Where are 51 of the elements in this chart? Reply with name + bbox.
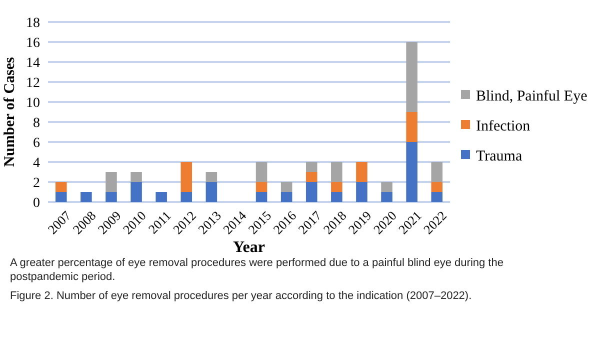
bar <box>431 182 442 192</box>
bar <box>156 192 167 202</box>
bar <box>381 192 392 202</box>
y-tick-label: 10 <box>26 96 40 111</box>
bar <box>306 172 318 182</box>
legend-label: Infection <box>476 118 531 134</box>
y-tick-label: 0 <box>33 196 40 211</box>
bar <box>331 182 342 192</box>
bar <box>56 192 67 202</box>
bar <box>331 162 342 182</box>
bar <box>381 182 392 192</box>
x-axis-title: Year <box>233 239 265 256</box>
y-tick-label: 4 <box>33 156 40 171</box>
bar <box>56 182 67 192</box>
y-axis-title: Number of Cases <box>2 56 18 167</box>
y-tick-label: 2 <box>33 176 40 191</box>
bar <box>256 192 268 202</box>
y-tick-label: 16 <box>26 36 40 51</box>
bar <box>130 182 142 202</box>
bar <box>306 182 318 202</box>
bar <box>106 172 117 192</box>
bar <box>406 112 418 142</box>
bar <box>280 192 292 202</box>
y-tick-label: 8 <box>33 116 40 131</box>
text: A greater percentage of eye removal procedures were performed due to a painful blind eye during the postpandemic period. <box>10 257 504 283</box>
bar <box>356 182 368 202</box>
y-tick-label: 18 <box>26 16 40 31</box>
caption: Figure 2. Number of eye removal procedures per year according to the indication (2007–2022). <box>10 290 472 302</box>
bar <box>406 142 418 202</box>
bar <box>331 192 342 202</box>
bar <box>206 172 218 182</box>
y-tick-label: 14 <box>26 56 40 71</box>
bar <box>180 162 192 192</box>
x-tick-label: 2011 <box>145 208 174 237</box>
legend-label: Blind, Painful Eye <box>476 88 588 104</box>
bar <box>306 162 318 172</box>
bar <box>431 162 442 182</box>
bar <box>406 42 418 112</box>
bar <box>130 172 142 182</box>
y-tick-label: 6 <box>33 136 40 151</box>
bar <box>180 192 192 202</box>
legend-label: Trauma <box>476 148 522 164</box>
bar <box>80 192 92 202</box>
bar <box>280 182 292 192</box>
bar <box>431 192 442 202</box>
bar <box>256 182 268 192</box>
y-tick-label: 12 <box>26 76 40 91</box>
bar <box>206 182 218 202</box>
bar <box>256 162 268 182</box>
bar <box>106 192 117 202</box>
bar <box>356 162 368 182</box>
